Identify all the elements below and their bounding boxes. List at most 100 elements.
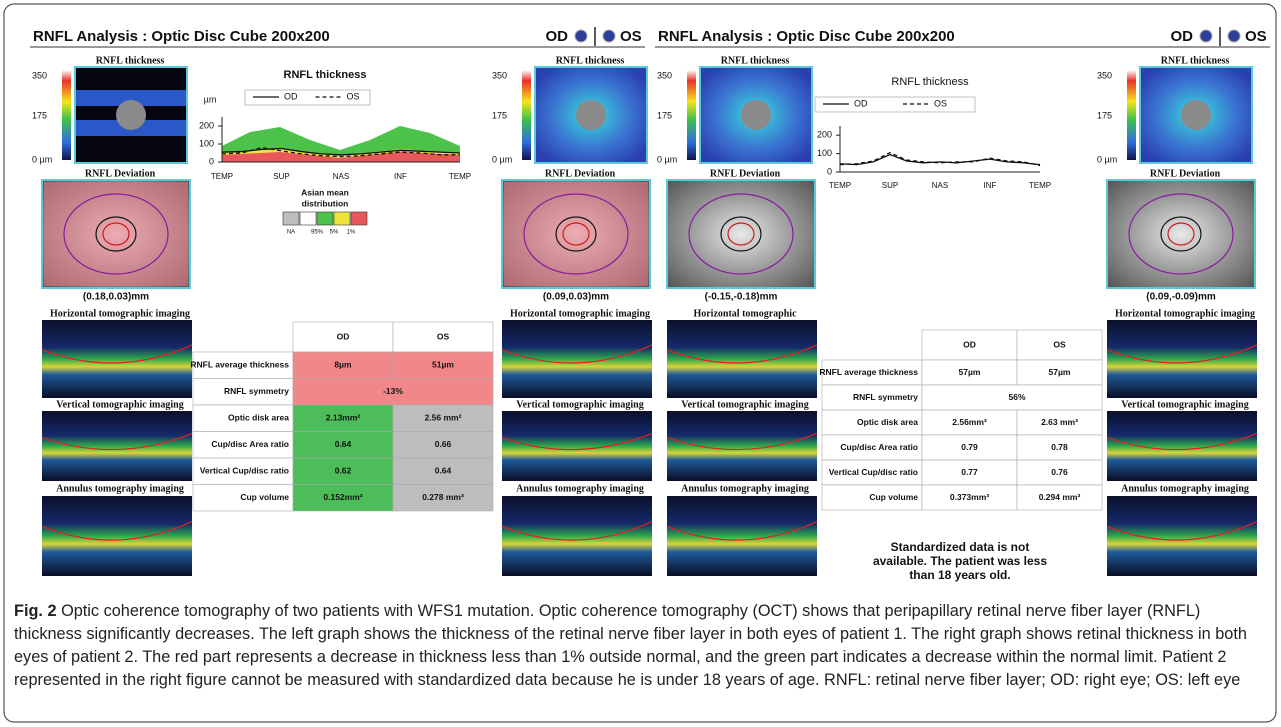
page: {"panels": [ {"title": "RNFL Analysis : …	[0, 0, 1281, 727]
table-header: OD	[963, 339, 976, 349]
caption-label: Fig. 2	[14, 602, 57, 620]
thickness-label: RNFL thickness	[556, 55, 625, 66]
coordinate: (0.09,0.03)mm	[543, 292, 609, 303]
legend-label: OS	[934, 98, 947, 108]
scale-label: 175	[32, 110, 47, 120]
table-value: 51µm	[432, 360, 454, 370]
oct-image	[1107, 496, 1257, 576]
oct-label: Vertical tomographic imaging	[681, 399, 808, 410]
table-value: 2.13mm²	[326, 413, 361, 423]
oct-label: Annulus tomography imaging	[681, 483, 809, 494]
distribution-swatch	[283, 212, 299, 225]
distribution-label: 95%	[311, 230, 324, 236]
deviation-label: RNFL Deviation	[85, 168, 156, 179]
y-tick-label: 0	[209, 156, 214, 166]
oct-image	[42, 411, 192, 481]
oct-label: Horizontal tomographic imaging	[1115, 308, 1255, 319]
table-label: Optic disk area	[857, 417, 918, 427]
scale-label: 175	[492, 110, 507, 120]
oct-label: Vertical tomographic imaging	[1121, 399, 1248, 410]
table-label: RNFL symmetry	[224, 386, 289, 396]
table-value: 0.294 mm³	[1039, 492, 1081, 502]
x-tick-label: SUP	[882, 181, 898, 190]
table-value: 0.64	[435, 466, 452, 476]
deviation-overlay	[504, 182, 648, 286]
table-value: 2.56mm³	[952, 417, 987, 427]
oct-image	[1107, 320, 1257, 398]
coordinate: (0.09,-0.09)mm	[1146, 292, 1216, 303]
optic-disc	[1181, 100, 1211, 130]
scale-label: 0 µm	[1097, 154, 1117, 164]
table-value: 0.373mm³	[950, 492, 989, 502]
panel-title: RNFL Analysis : Optic Disc Cube 200x200	[658, 28, 955, 45]
table-value: 0.62	[335, 466, 352, 476]
eye-os: OS	[620, 28, 642, 45]
x-tick-label: TEMP	[449, 172, 471, 181]
scale-label: 175	[657, 110, 672, 120]
x-tick-label: NAS	[333, 172, 349, 181]
scale-label: 350	[1097, 70, 1112, 80]
graph-title: RNFL thickness	[284, 69, 367, 81]
color-scale	[62, 70, 71, 160]
optic-disc	[576, 100, 606, 130]
table-value: -13%	[383, 386, 403, 396]
table-value: 57µm	[1049, 367, 1071, 377]
eye-icon	[575, 30, 587, 42]
table-label: RNFL average thickness	[819, 367, 918, 377]
note: Standardized data is not	[891, 540, 1030, 554]
eye-od: OD	[546, 28, 569, 45]
table-value: 0.77	[961, 467, 978, 477]
distribution-swatch	[300, 212, 316, 225]
thickness-line	[840, 153, 1040, 166]
x-tick-label: INF	[394, 172, 407, 181]
y-tick-label: 200	[817, 130, 832, 140]
oct-image	[42, 320, 192, 398]
table-value: 0.76	[1051, 467, 1068, 477]
distribution-label: NA	[287, 230, 295, 236]
table-value: 0.278 mm³	[422, 492, 464, 502]
distribution-swatch	[351, 212, 367, 225]
oct-label: Horizontal tomographic	[693, 308, 797, 319]
oct-label: Horizontal tomographic imaging	[510, 308, 650, 319]
deviation-label: RNFL Deviation	[545, 168, 616, 179]
scale-label: 0 µm	[657, 154, 677, 164]
distribution-swatch	[334, 212, 350, 225]
panel-title: RNFL Analysis : Optic Disc Cube 200x200	[33, 28, 330, 45]
table-value: 2.63 mm³	[1041, 417, 1078, 427]
eye-icon	[603, 30, 615, 42]
table-value: 0.64	[335, 439, 352, 449]
table-value: 0.78	[1051, 442, 1068, 452]
note: available. The patient was less	[873, 554, 1047, 568]
color-scale	[522, 70, 531, 160]
thickness-line	[840, 155, 1040, 165]
distribution-swatch	[317, 212, 333, 225]
graph-title: RNFL thickness	[891, 76, 969, 88]
eye-icon	[1228, 30, 1240, 42]
oct-image	[1107, 411, 1257, 481]
table-header: OS	[1053, 339, 1066, 349]
table-header: OS	[437, 331, 450, 341]
thickness-label: RNFL thickness	[96, 55, 165, 66]
oct-image	[502, 411, 652, 481]
distribution-label: 5%	[330, 230, 339, 236]
x-tick-label: NAS	[932, 181, 948, 190]
distribution-title: distribution	[302, 198, 349, 208]
oct-label: Vertical tomographic imaging	[56, 399, 183, 410]
oct-image	[42, 496, 192, 576]
oct-label: Horizontal tomographic imaging	[50, 308, 190, 319]
table-value: 0.66	[435, 439, 452, 449]
oct-image	[667, 411, 817, 481]
y-tick-label: 100	[817, 148, 832, 158]
distribution-label: 1%	[347, 230, 356, 236]
x-tick-label: TEMP	[211, 172, 233, 181]
x-tick-label: TEMP	[829, 181, 851, 190]
oct-image	[502, 496, 652, 576]
x-tick-label: SUP	[273, 172, 289, 181]
table-label: Cup volume	[240, 492, 289, 502]
scale-label: 350	[657, 70, 672, 80]
table-label: Cup/disc Area ratio	[211, 439, 289, 449]
eye-os: OS	[1245, 28, 1267, 45]
legend-label: OS	[347, 91, 360, 101]
deviation-overlay	[44, 182, 188, 286]
eye-icon	[1200, 30, 1212, 42]
